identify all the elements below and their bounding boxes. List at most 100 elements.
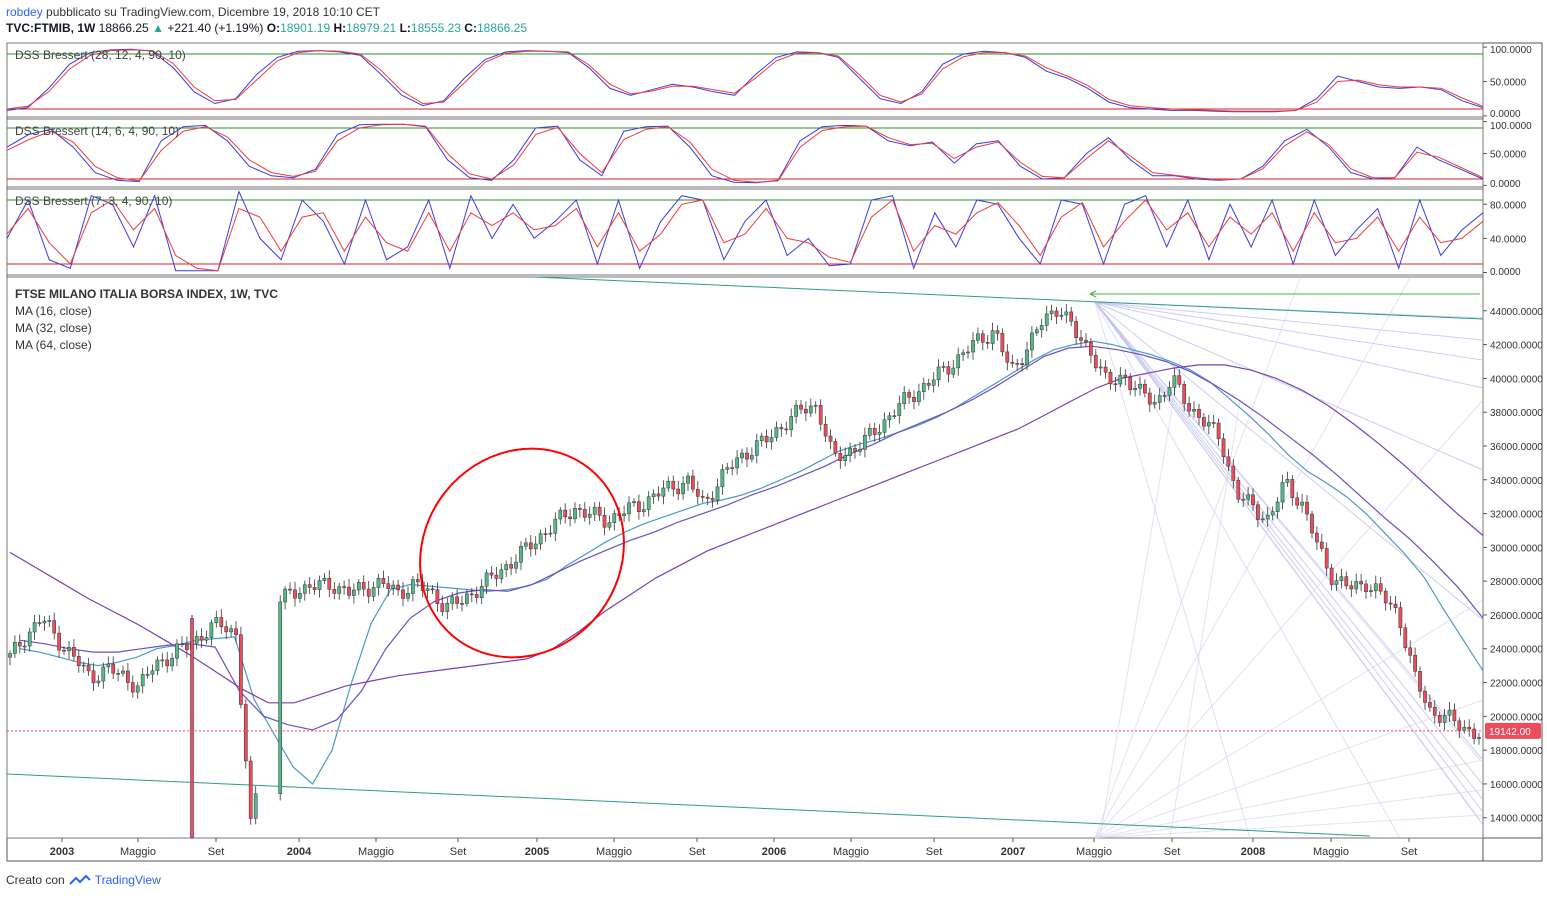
gann-fan-line [1094, 277, 1411, 839]
candle-body [170, 657, 174, 667]
candle-body [804, 408, 808, 414]
candle-body [450, 596, 455, 604]
time-tick-label: 2006 [762, 846, 786, 858]
candle-body [1334, 580, 1339, 585]
gann-fan-line [1094, 277, 1301, 839]
candle-body [1147, 392, 1152, 405]
candle-body [253, 793, 258, 819]
candle-body [1418, 671, 1422, 692]
price-tick-label: 32000.0000 [1490, 510, 1543, 521]
candle-body [838, 453, 843, 461]
candle-body [1378, 583, 1383, 592]
candle-body [1079, 337, 1083, 341]
gann-fan-line [1094, 599, 1484, 839]
price-tick-label: 16000.0000 [1490, 780, 1543, 791]
candle-body [1408, 647, 1413, 656]
candle-body [1246, 494, 1250, 500]
candle-body [406, 593, 410, 599]
candle-body [180, 643, 184, 646]
chart-header: robdey pubblicato su TradingView.com, Di… [6, 4, 527, 36]
candle-body [1182, 384, 1187, 404]
candle-body [307, 584, 312, 588]
price-tick-label: 36000.0000 [1490, 442, 1543, 453]
high-label: H: [333, 21, 347, 35]
candle-body [966, 351, 970, 354]
tradingview-brand-link[interactable]: TradingView [94, 873, 161, 887]
candle-body [1044, 313, 1049, 326]
spike-candle-body [190, 618, 194, 839]
candle-body [1216, 422, 1221, 440]
candle-body [27, 631, 32, 647]
candle-body [715, 486, 720, 501]
candle-body [912, 397, 916, 402]
candle-body [386, 583, 391, 589]
candle-body [641, 509, 646, 512]
candle-body [489, 572, 494, 576]
candle-body [283, 588, 287, 603]
candle-body [1231, 465, 1236, 481]
candle-body [882, 419, 887, 433]
candle-body [1285, 479, 1290, 483]
candle-body [224, 626, 229, 633]
gann-fan-line [1094, 301, 1484, 621]
dss-k-line [6, 48, 1484, 113]
candle-body [126, 670, 130, 683]
candle-body [1290, 479, 1295, 499]
candle-body [597, 506, 602, 516]
candle-body [1359, 581, 1363, 585]
price-change: +221.40 (+1.19%) [167, 21, 264, 35]
candle-body [1260, 518, 1265, 521]
candle-body [52, 620, 57, 634]
candle-body [995, 330, 1000, 334]
price-tick-label: 18000.0000 [1490, 746, 1543, 757]
candle-body [990, 330, 995, 344]
candle-body [892, 415, 897, 417]
candle-body [352, 589, 356, 596]
candle-body [278, 601, 283, 794]
candle-body [863, 435, 867, 450]
candle-body [504, 564, 509, 571]
candle-body [533, 543, 538, 550]
candle-body [538, 533, 543, 545]
candle-body [1064, 311, 1069, 316]
candle-body [1388, 602, 1393, 605]
candle-body [356, 582, 361, 591]
ma32-line [19, 345, 1484, 731]
candle-body [455, 596, 459, 604]
candle-body [524, 542, 528, 547]
candle-body [96, 680, 101, 684]
publish-line: robdey pubblicato su TradingView.com, Di… [6, 4, 527, 20]
candle-body [234, 628, 238, 635]
candle-body [740, 452, 744, 459]
tradingview-logo-icon [68, 874, 91, 885]
candle-body [1020, 363, 1024, 365]
candle-body [956, 354, 961, 369]
candle-body [13, 642, 17, 654]
time-tick-label: Set [689, 846, 706, 858]
candle-body [1005, 351, 1010, 363]
candle-body [327, 577, 332, 590]
candle-body [872, 428, 877, 435]
candle-body [430, 588, 435, 591]
price-tick-label: 40000.0000 [1490, 374, 1543, 385]
candle-body [695, 488, 700, 497]
candle-body [1403, 627, 1408, 649]
dss-tick-label: 40.0000 [1490, 234, 1527, 245]
candle-body [194, 636, 199, 644]
dss-d-line [6, 199, 1484, 272]
candle-body [1339, 576, 1344, 582]
candle-body [37, 622, 42, 624]
candle-body [1432, 706, 1437, 716]
candle-body [1010, 361, 1015, 364]
author-link[interactable]: robdey [6, 5, 43, 19]
candle-body [818, 405, 823, 425]
candle-body [165, 659, 170, 667]
candle-body [214, 617, 219, 624]
candle-body [32, 622, 37, 633]
candle-body [81, 664, 86, 667]
candle-body [1477, 737, 1481, 739]
candle-body [1113, 383, 1118, 386]
candle-body [1211, 422, 1216, 424]
candle-body [509, 564, 513, 569]
